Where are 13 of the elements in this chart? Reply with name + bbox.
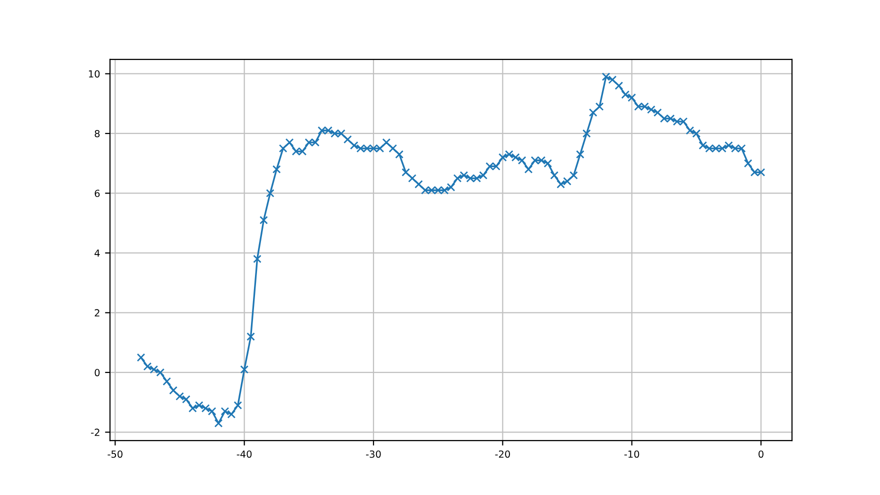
- x-tick-label: -40: [236, 450, 252, 458]
- y-tick-label: 8: [94, 130, 100, 138]
- x-tick-label: 0: [758, 450, 764, 458]
- y-tick-label: 0: [94, 368, 100, 376]
- x-tick-label: -50: [108, 450, 122, 458]
- y-tick-label: 6: [94, 190, 100, 198]
- y-tick-label: 4: [94, 250, 100, 257]
- y-tick-label: -2: [91, 428, 100, 436]
- y-tick-label: 10: [88, 70, 100, 78]
- y-tick-label: 2: [94, 309, 100, 316]
- x-tick-label: -10: [624, 450, 640, 458]
- x-tick-label: -30: [366, 450, 381, 458]
- x-tick-label: -20: [495, 450, 510, 458]
